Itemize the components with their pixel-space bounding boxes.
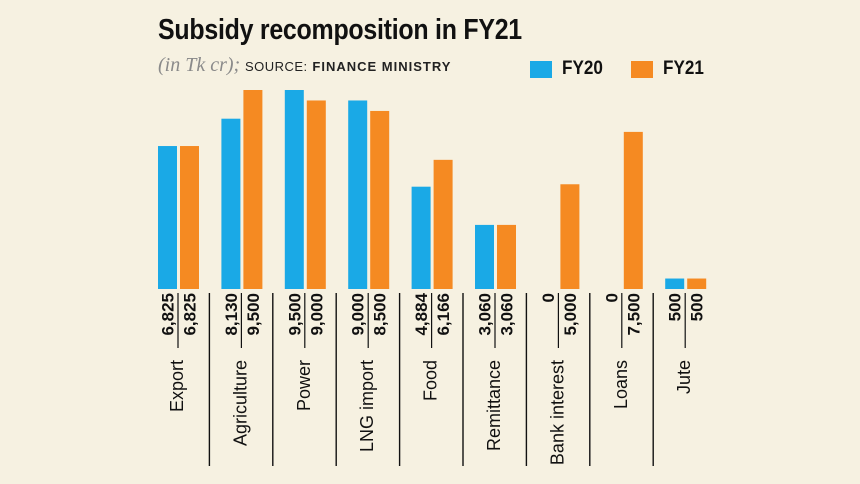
bar-remittance-fy21 <box>497 224 516 289</box>
category-label-agriculture: Agriculture <box>230 360 250 446</box>
category-label-food: Food <box>421 360 441 401</box>
value-label-remittance-fy21: 3,060 <box>498 293 517 336</box>
unit-note: (in Tk cr); <box>158 54 241 76</box>
bar-bank-interest-fy21 <box>560 184 580 289</box>
category-label-export: Export <box>167 360 187 412</box>
bar-export-fy20 <box>158 146 177 289</box>
category-label-lng-import: LNG import <box>357 360 377 452</box>
value-label-jute-fy21: 500 <box>688 293 707 321</box>
bar-jute-fy20 <box>665 278 685 289</box>
legend-label-fy20: FY20 <box>562 58 603 79</box>
value-label-power-fy21: 9,000 <box>307 293 326 336</box>
chart-subtitle: (in Tk cr); SOURCE: FINANCE MINISTRY <box>158 54 451 77</box>
value-label-agriculture-fy21: 9,500 <box>244 293 263 336</box>
bar-food-fy21 <box>433 159 453 289</box>
bar-agriculture-fy21 <box>243 90 263 289</box>
bar-lng-import-fy20 <box>348 100 368 289</box>
bar-power-fy20 <box>284 90 304 289</box>
chart-title: Subsidy recomposition in FY21 <box>158 14 522 46</box>
bar-loans-fy21 <box>623 131 643 289</box>
value-label-remittance-fy20: 3,060 <box>476 293 495 336</box>
value-label-export-fy20: 6,825 <box>159 293 178 336</box>
value-label-lng-import-fy20: 9,000 <box>349 293 368 336</box>
category-label-jute: Jute <box>674 360 694 394</box>
legend-fy21: FY21 <box>631 58 708 80</box>
bar-agriculture-fy20 <box>221 118 241 289</box>
legend-swatch-fy20 <box>530 60 552 78</box>
bar-power-fy21 <box>306 100 326 289</box>
bar-jute-fy21 <box>687 278 707 289</box>
legend-fy20: FY20 <box>530 58 607 80</box>
category-label-loans: Loans <box>611 360 631 409</box>
value-label-food-fy20: 4,884 <box>412 292 431 335</box>
value-label-jute-fy20: 500 <box>666 293 685 321</box>
bar-lng-import-fy21 <box>370 110 390 290</box>
value-label-power-fy20: 9,500 <box>285 293 304 336</box>
category-label-bank-interest: Bank interest <box>547 360 567 465</box>
value-label-export-fy21: 6,825 <box>181 293 200 336</box>
legend-swatch-fy21 <box>631 60 653 78</box>
value-label-agriculture-fy20: 8,130 <box>222 293 241 336</box>
bar-food-fy20 <box>411 186 431 289</box>
bar-remittance-fy20 <box>475 224 494 289</box>
bar-export-fy21 <box>180 146 199 289</box>
value-label-food-fy21: 6,166 <box>434 293 453 336</box>
value-label-loans-fy21: 7,500 <box>624 293 643 336</box>
legend-label-fy21: FY21 <box>663 58 704 79</box>
source-label: SOURCE: <box>244 59 308 74</box>
value-label-bank-interest-fy20: 0 <box>539 293 558 302</box>
value-label-bank-interest-fy21: 5,000 <box>561 293 580 336</box>
value-label-lng-import-fy21: 8,500 <box>371 293 390 336</box>
value-label-loans-fy20: 0 <box>602 293 621 302</box>
source-name: FINANCE MINISTRY <box>312 59 452 74</box>
category-label-power: Power <box>294 360 314 411</box>
category-label-remittance: Remittance <box>484 360 504 451</box>
